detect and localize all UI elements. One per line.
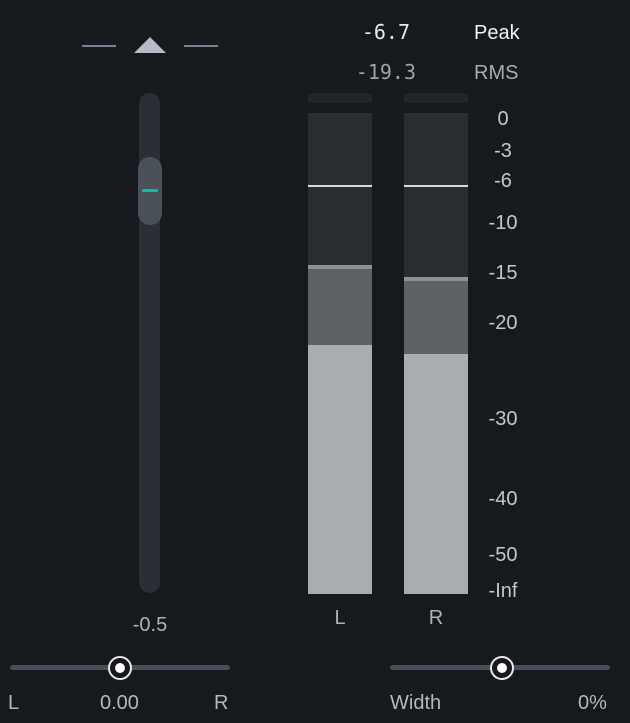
pan-left-label: L — [8, 692, 20, 714]
width-slider-knob[interactable] — [490, 656, 514, 680]
nudge-up-icon[interactable] — [184, 45, 218, 47]
width-label: Width — [390, 692, 442, 714]
meter-left-clip-indicator[interactable] — [308, 93, 372, 103]
width-value[interactable]: 0% — [578, 692, 607, 714]
scale-tick: -6 — [494, 170, 512, 192]
scale-tick: 0 — [497, 108, 509, 130]
rms-readout: -19.3 — [355, 60, 416, 84]
scale-tick: -20 — [488, 312, 518, 334]
rms-label: RMS — [474, 62, 519, 84]
scale-tick: -15 — [488, 262, 518, 284]
pan-value[interactable]: 0.00 — [100, 692, 139, 714]
meter-right-label: R — [428, 607, 444, 629]
scale-tick: -3 — [494, 140, 512, 162]
peak-readout: -6.7 — [361, 20, 410, 44]
meter-right — [404, 113, 468, 594]
meter-left — [308, 113, 372, 594]
scale-tick: -Inf — [488, 580, 518, 602]
peak-label: Peak — [474, 22, 520, 44]
scale-tick: -30 — [488, 408, 518, 430]
meter-left-label: L — [334, 607, 346, 629]
gain-value[interactable]: -0.5 — [132, 614, 168, 636]
pan-right-label: R — [214, 692, 229, 714]
scale-tick: -50 — [488, 544, 518, 566]
scale-tick: -40 — [488, 488, 518, 510]
nudge-down-icon[interactable] — [82, 45, 116, 47]
meter-right-clip-indicator[interactable] — [404, 93, 468, 103]
triangle-up-icon[interactable] — [134, 37, 166, 53]
scale-tick: -10 — [488, 212, 518, 234]
gain-fader-indicator — [142, 189, 158, 192]
pan-slider-knob[interactable] — [108, 656, 132, 680]
